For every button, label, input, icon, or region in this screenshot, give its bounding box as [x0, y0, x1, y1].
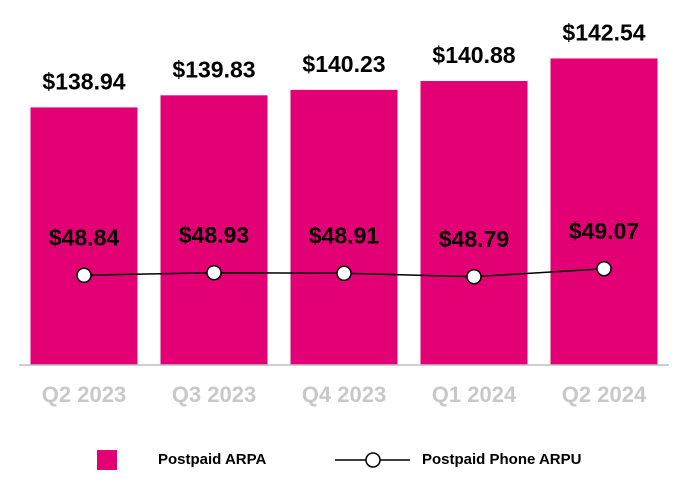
bar-value-label: $139.83 — [172, 56, 255, 82]
x-tick-label: Q3 2023 — [172, 382, 256, 407]
line-marker — [596, 260, 612, 277]
bar — [30, 107, 138, 365]
bar-value-label: $140.23 — [302, 51, 385, 77]
bar — [420, 81, 528, 366]
line-value-label: $49.07 — [569, 218, 639, 244]
bar-value-label: $142.54 — [562, 20, 645, 46]
line-value-label: $48.84 — [49, 224, 120, 250]
bar-value-label: $138.94 — [42, 68, 125, 94]
line-marker — [206, 264, 222, 281]
bar — [290, 89, 398, 365]
x-tick-label: Q2 2023 — [42, 382, 126, 407]
legend-label: Postpaid Phone ARPU — [422, 451, 581, 468]
line-value-label: $48.79 — [439, 226, 509, 252]
bar — [550, 58, 658, 366]
legend-swatch — [97, 450, 117, 470]
x-tick-label: Q1 2024 — [432, 382, 517, 407]
legend-label: Postpaid ARPA — [158, 451, 267, 468]
x-tick-label: Q2 2024 — [562, 382, 647, 407]
line-value-label: $48.93 — [179, 222, 249, 248]
line-marker — [466, 268, 482, 285]
line-marker — [76, 267, 92, 284]
line-value-label: $48.91 — [309, 222, 380, 248]
x-tick-label: Q4 2023 — [302, 382, 386, 407]
bar-value-label: $140.88 — [432, 42, 515, 68]
line-marker — [336, 265, 352, 282]
legend-marker — [365, 452, 381, 468]
bar — [160, 95, 268, 365]
